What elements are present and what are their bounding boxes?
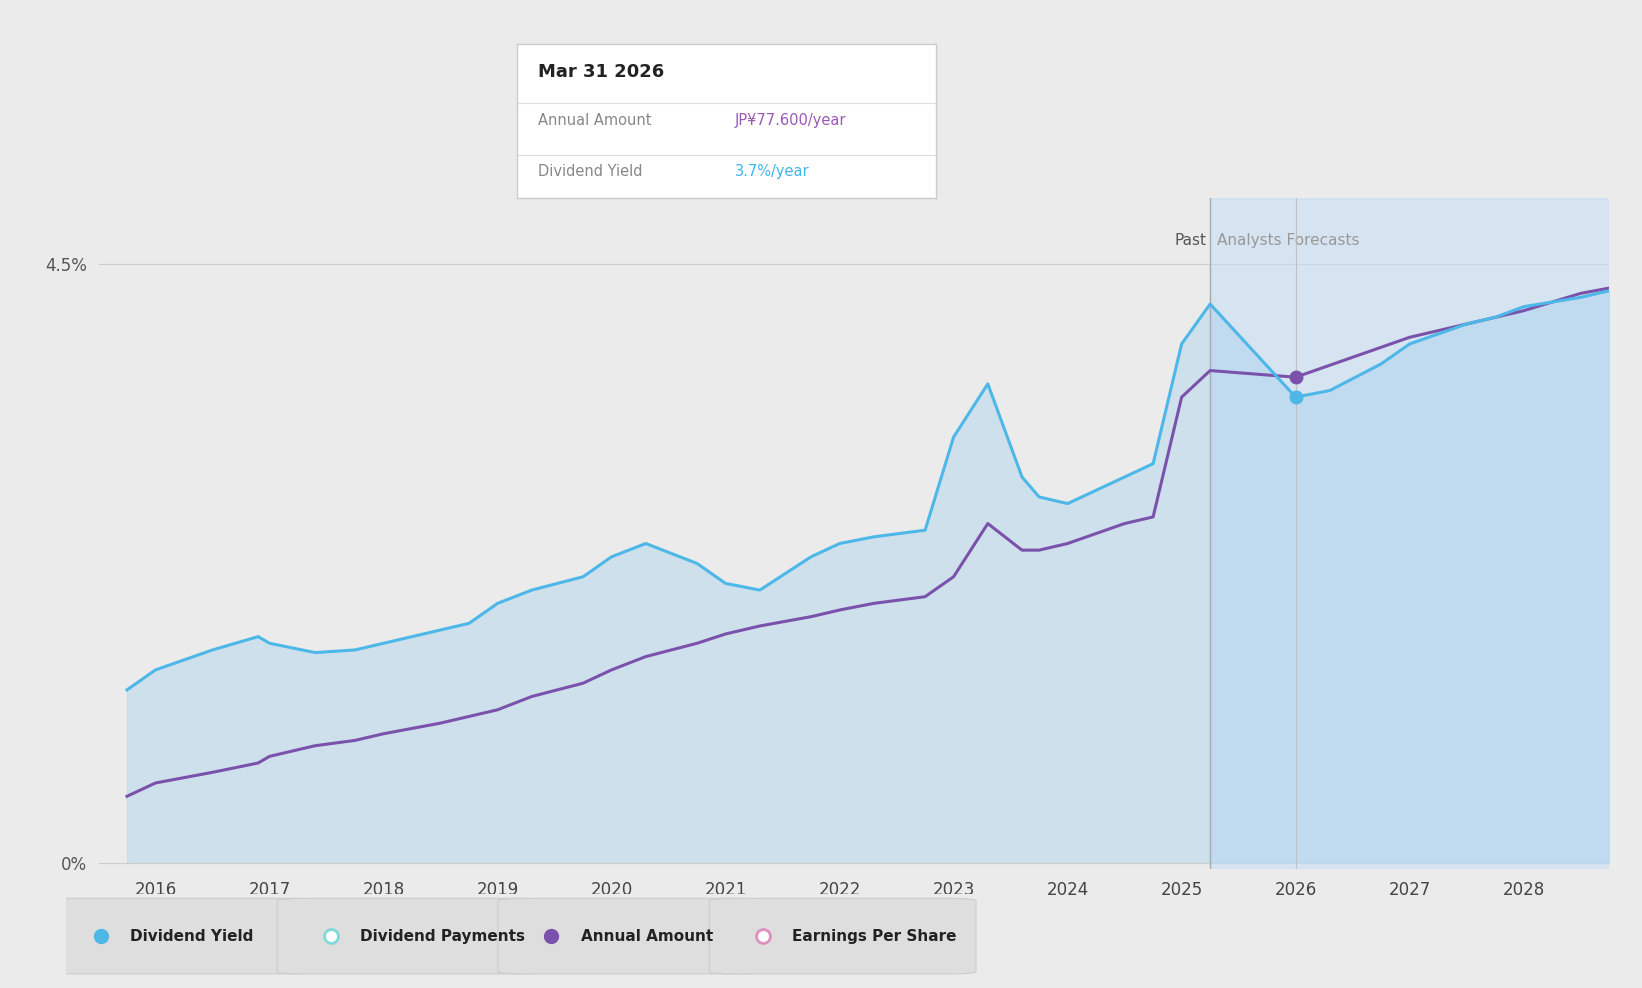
Text: Past: Past: [1174, 233, 1207, 248]
FancyBboxPatch shape: [498, 898, 765, 974]
Text: Mar 31 2026: Mar 31 2026: [539, 63, 665, 81]
Text: Annual Amount: Annual Amount: [539, 114, 652, 128]
Text: Annual Amount: Annual Amount: [581, 929, 713, 944]
Text: Earnings Per Share: Earnings Per Share: [791, 929, 957, 944]
Text: Dividend Yield: Dividend Yield: [539, 164, 642, 179]
Bar: [1210, 198, 1609, 869]
Text: JP¥77.600/year: JP¥77.600/year: [736, 114, 847, 128]
FancyBboxPatch shape: [277, 898, 544, 974]
Text: 3.7%/year: 3.7%/year: [736, 164, 810, 179]
FancyBboxPatch shape: [48, 898, 314, 974]
FancyBboxPatch shape: [709, 898, 975, 974]
Text: Analysts Forecasts: Analysts Forecasts: [1217, 233, 1360, 248]
Text: Dividend Payments: Dividend Payments: [360, 929, 525, 944]
Text: Dividend Yield: Dividend Yield: [130, 929, 253, 944]
